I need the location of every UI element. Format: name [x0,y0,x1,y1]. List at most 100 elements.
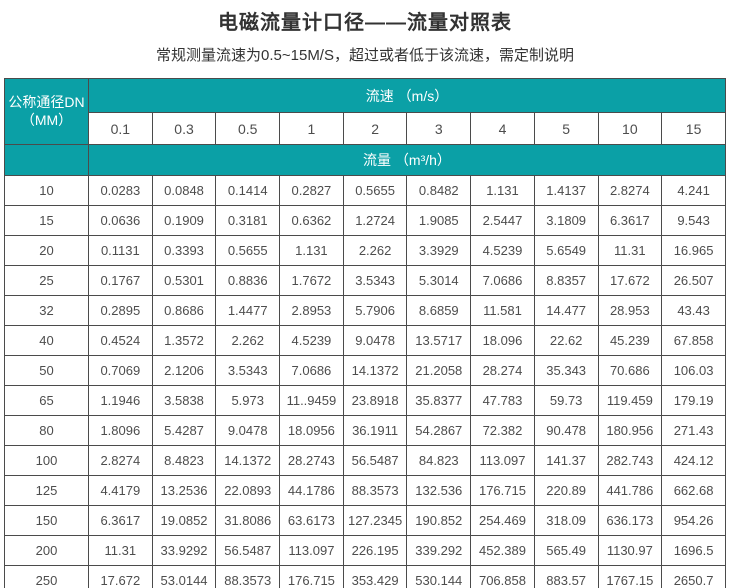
flow-value-cell: 63.6173 [279,505,344,536]
flow-value-cell: 636.173 [597,505,663,536]
flow-value-cell: 2.8953 [279,295,344,326]
flow-value-cell: 11.31 [88,535,153,566]
flow-value-cell: 88.3573 [215,565,281,588]
flow-value-cell: 662.68 [661,475,726,506]
corner-header-line1: 公称通径DN [8,94,85,110]
flow-group-header: 流量 （m³/h） [88,144,726,176]
flow-value-cell: 0.5301 [151,265,217,296]
table-row: 25 0.1767 0.5301 0.8836 1.7672 3.5343 5.3014 7.… [4,265,726,296]
flow-value-cell: 17.672 [88,565,153,588]
table-row: 40 0.4524 1.3572 2.262 4.5239 9.0478 13.5717 18… [4,325,726,356]
table-row: 100 2.8274 8.4823 14.1372 28.2743 56.5487 84.8… [4,445,726,476]
dn-cell: 250 [4,565,89,588]
velocity-header-cell: 1 [279,112,344,145]
flow-value-cell: 318.09 [533,505,599,536]
flow-value-cell: 190.852 [406,505,472,536]
flow-value-cell: 28.953 [597,295,663,326]
flow-value-cell: 5.6549 [533,235,599,266]
table-row: 10 0.0283 0.0848 0.1414 0.2827 0.5655 0.8482 1.… [4,175,726,206]
flow-value-cell: 176.715 [470,475,535,506]
flow-value-cell: 0.2895 [88,295,153,326]
flow-value-cell: 0.1767 [88,265,153,296]
flow-value-cell: 1767.15 [597,565,663,588]
flow-value-cell: 22.0893 [215,475,281,506]
flow-value-cell: 67.858 [661,325,726,356]
flow-value-cell: 883.57 [533,565,599,588]
flow-value-cell: 7.0686 [279,355,344,386]
flow-value-cell: 127.2345 [342,505,408,536]
page-subtitle: 常规测量流速为0.5~15M/S，超过或者低于该流速，需定制说明 [156,47,574,64]
velocity-group-row: 公称通径DN （MM） 流速 （m/s） [4,78,726,145]
flow-value-cell: 179.19 [661,385,726,416]
flow-value-cell: 0.3393 [151,235,217,266]
flow-value-cell: 1696.5 [661,535,726,566]
flow-value-cell: 2.262 [342,235,408,266]
flow-value-cell: 90.478 [533,415,599,446]
dn-cell: 125 [4,475,89,506]
flow-value-cell: 0.8482 [406,175,472,206]
flow-value-cell: 1.4477 [215,295,281,326]
flow-value-cell: 5.3014 [406,265,472,296]
flow-value-cell: 1.8096 [88,415,153,446]
flow-value-cell: 1.131 [470,175,535,206]
table-row: 200 11.31 33.9292 56.5487 113.097 226.195 339.… [4,535,726,566]
flow-value-cell: 0.4524 [88,325,153,356]
page-title: 电磁流量计口径——流量对照表 [218,12,512,34]
flow-value-cell: 0.6362 [279,205,344,236]
flow-value-cell: 954.26 [661,505,726,536]
flow-value-cell: 14.1372 [342,355,408,386]
flow-value-cell: 59.73 [533,385,599,416]
flow-value-cell: 1.9085 [406,205,472,236]
flow-value-cell: 19.0852 [151,505,217,536]
flow-value-cell: 22.62 [533,325,599,356]
flow-value-cell: 6.3617 [597,205,663,236]
flow-value-cell: 0.8686 [151,295,217,326]
flow-value-cell: 1.3572 [151,325,217,356]
flow-value-cell: 17.672 [597,265,663,296]
flow-value-cell: 9.543 [661,205,726,236]
flow-value-cell: 8.4823 [151,445,217,476]
dn-cell: 32 [4,295,89,326]
flow-value-cell: 2.1206 [151,355,217,386]
flow-value-cell: 9.0478 [342,325,408,356]
table-row: 15 0.0636 0.1909 0.3181 0.6362 1.2724 1.9085 2.… [4,205,726,236]
dn-cell: 80 [4,415,89,446]
table-row: 20 0.1131 0.3393 0.5655 1.131 2.262 3.3929 4.52… [4,235,726,266]
flow-value-cell: 0.0848 [151,175,217,206]
table-row: 125 4.4179 13.2536 22.0893 44.1786 88.3573 132… [4,475,726,506]
dn-cell: 50 [4,355,89,386]
flow-value-cell: 132.536 [406,475,472,506]
flow-value-cell: 3.5343 [215,355,281,386]
flow-value-cell: 4.4179 [88,475,153,506]
dn-cell: 25 [4,265,89,296]
flow-value-cell: 3.5838 [151,385,217,416]
flow-value-cell: 28.2743 [279,445,344,476]
flow-value-cell: 565.49 [533,535,599,566]
flow-value-cell: 271.43 [661,415,726,446]
flow-value-cell: 70.686 [597,355,663,386]
flow-value-cell: 180.956 [597,415,663,446]
flow-value-cell: 28.274 [470,355,535,386]
corner-header-dn: 公称通径DN （MM） [4,78,89,145]
flow-value-cell: 84.823 [406,445,472,476]
flow-value-cell: 353.429 [342,565,408,588]
flow-value-cell: 0.1414 [215,175,281,206]
flow-value-cell: 8.6859 [406,295,472,326]
flow-value-cell: 9.0478 [215,415,281,446]
flow-value-cell: 141.37 [533,445,599,476]
flow-value-cell: 0.8836 [215,265,281,296]
flow-value-cell: 1130.97 [597,535,663,566]
flow-value-cell: 441.786 [597,475,663,506]
corner-header-line2: （MM） [20,111,73,128]
flow-value-cell: 5.4287 [151,415,217,446]
flow-value-cell: 18.0956 [279,415,344,446]
flow-value-cell: 0.2827 [279,175,344,206]
table-row: 65 1.1946 3.5838 5.973 11..9459 23.8918 35.837… [4,385,726,416]
flow-value-cell: 0.3181 [215,205,281,236]
flow-value-cell: 1.4137 [533,175,599,206]
flow-value-cell: 220.89 [533,475,599,506]
table-row: 150 6.3617 19.0852 31.8086 63.6173 127.2345 19… [4,505,726,536]
flow-value-cell: 530.144 [406,565,472,588]
flow-value-cell: 0.7069 [88,355,153,386]
